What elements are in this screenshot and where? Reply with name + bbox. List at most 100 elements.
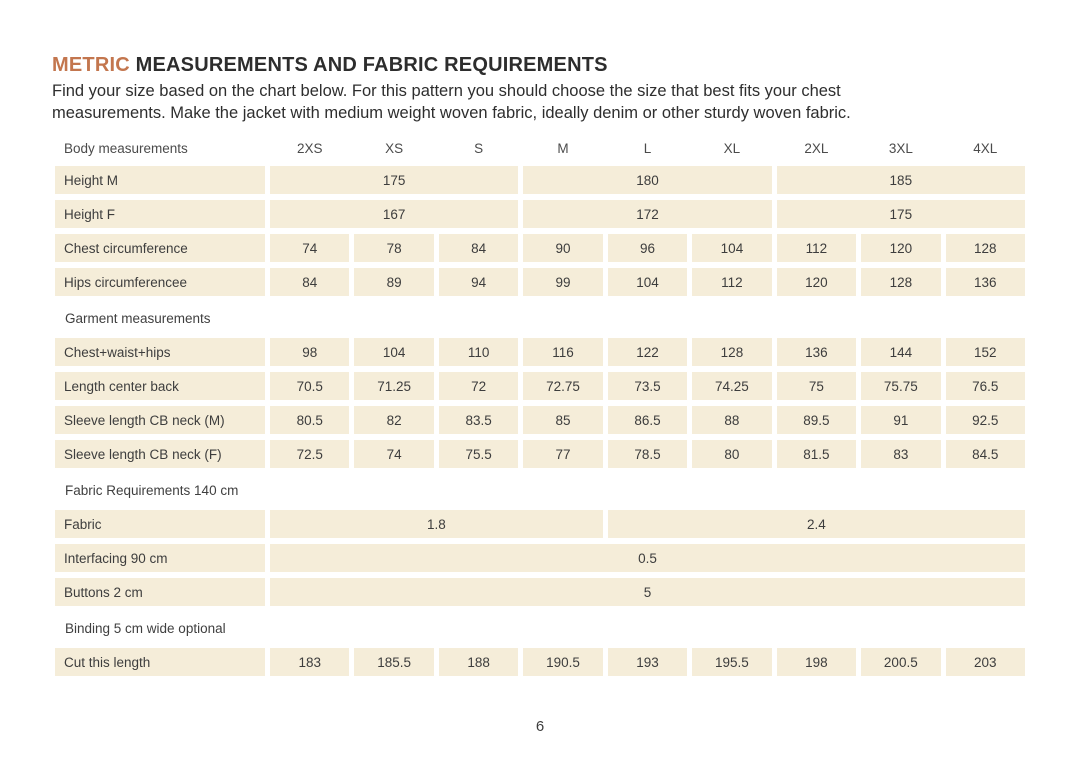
page-number: 6 (535, 718, 545, 735)
page-title: METRIC MEASUREMENTS AND FABRIC REQUIREME… (52, 54, 1080, 76)
value-cell: 188 (438, 648, 519, 676)
section-header: Fabric Requirements 140 cm (65, 482, 239, 498)
page-title-accent: METRIC (52, 54, 130, 76)
row-label: Length center back (55, 372, 265, 400)
value-cell: 84 (270, 268, 350, 296)
value-cell: 76.5 (945, 372, 1025, 400)
row-label: Sleeve length CB neck (F) (55, 440, 265, 468)
row-label: Height F (55, 200, 265, 228)
intro-line: Find your size based on the chart below.… (52, 82, 841, 100)
value-cell: 74 (354, 440, 434, 468)
size-header-row: Body measurements 2XS XS S M L XL 2XL 3XL 4XL (55, 138, 1025, 158)
table-row: Buttons 2 cm 5 (55, 578, 1025, 606)
value-cell: 70.5 (270, 372, 350, 400)
value-cell: 75.75 (861, 372, 941, 400)
value-cell: 99 (523, 268, 603, 296)
table-row: Height M 175 180 185 (55, 166, 1025, 194)
value-cell: 190.5 (523, 648, 603, 676)
value-cell: 72 (438, 372, 519, 400)
table-row: Height F 167 172 175 (55, 200, 1025, 228)
value-cell: 72.75 (523, 372, 603, 400)
row-label: Interfacing 90 cm (55, 544, 265, 572)
section-header: Binding 5 cm wide optional (65, 620, 226, 636)
size-column-header: XS (385, 140, 404, 156)
value-cell: 84 (438, 234, 519, 262)
value-cell: 83.5 (438, 406, 519, 434)
value-cell: 152 (945, 338, 1025, 366)
value-cell: 1.8 (270, 510, 603, 538)
value-cell: 89.5 (776, 406, 857, 434)
value-cell: 175 (776, 200, 1025, 228)
value-cell: 104 (692, 234, 772, 262)
value-cell: 78.5 (607, 440, 688, 468)
value-cell: 112 (776, 234, 857, 262)
table-row: Fabric 1.8 2.4 (55, 510, 1025, 538)
size-column-header: 2XS (296, 140, 323, 156)
value-cell: 82 (354, 406, 434, 434)
value-cell: 92.5 (945, 406, 1025, 434)
value-cell: 5 (270, 578, 1025, 606)
row-label: Cut this length (55, 648, 265, 676)
size-column-header: 2XL (804, 140, 829, 156)
value-cell: 72.5 (270, 440, 350, 468)
value-cell: 195.5 (692, 648, 772, 676)
table-row: Length center back 70.5 71.25 72 72.75 73.5 74… (55, 372, 1025, 400)
value-cell: 136 (776, 338, 857, 366)
size-column-header: XL (723, 140, 741, 156)
value-cell: 90 (523, 234, 603, 262)
value-cell: 0.5 (270, 544, 1025, 572)
value-cell: 128 (945, 234, 1025, 262)
value-cell: 144 (861, 338, 941, 366)
value-cell: 122 (607, 338, 688, 366)
value-cell: 91 (861, 406, 941, 434)
value-cell: 80.5 (270, 406, 350, 434)
table-row: Sleeve length CB neck (F) 72.5 74 75.5 77 78.… (55, 440, 1025, 468)
row-label: Height M (55, 166, 265, 194)
value-cell: 180 (523, 166, 772, 194)
value-cell: 73.5 (607, 372, 688, 400)
table-row: Interfacing 90 cm 0.5 (55, 544, 1025, 572)
value-cell: 116 (523, 338, 603, 366)
value-cell: 120 (776, 268, 857, 296)
value-cell: 75 (776, 372, 857, 400)
value-cell: 78 (354, 234, 434, 262)
value-cell: 88 (692, 406, 772, 434)
value-cell: 84.5 (945, 440, 1025, 468)
size-header-label: Body measurements (64, 140, 188, 156)
value-cell: 74.25 (692, 372, 772, 400)
value-cell: 172 (523, 200, 772, 228)
size-column-header: S (474, 140, 484, 156)
value-cell: 193 (607, 648, 688, 676)
table-row: Cut this length 183 185.5 188 190.5 193 195.5 1… (55, 648, 1025, 676)
size-column-header: M (557, 140, 569, 156)
value-cell: 110 (438, 338, 519, 366)
value-cell: 200.5 (861, 648, 941, 676)
table-row: Sleeve length CB neck (M) 80.5 82 83.5 85 86.… (55, 406, 1025, 434)
value-cell: 185 (776, 166, 1025, 194)
table-row: Chest+waist+hips 98 104 110 116 122 128 136 144 1… (55, 338, 1025, 366)
value-cell: 75.5 (438, 440, 519, 468)
value-cell: 167 (270, 200, 519, 228)
value-cell: 80 (692, 440, 772, 468)
value-cell: 81.5 (776, 440, 857, 468)
table-body: Height M 175 180 185 Height F 167 172 175 Chest … (55, 166, 1025, 676)
row-label: Chest circumference (55, 234, 265, 262)
value-cell: 98 (270, 338, 350, 366)
value-cell: 183 (270, 648, 350, 676)
value-cell: 74 (270, 234, 350, 262)
value-cell: 83 (861, 440, 941, 468)
table-row: Hips circumferencee 84 89 94 99 104 112 120 128 1… (55, 268, 1025, 296)
intro-paragraph: Find your size based on the chart below.… (52, 81, 1080, 124)
value-cell: 203 (945, 648, 1025, 676)
row-label: Buttons 2 cm (55, 578, 265, 606)
value-cell: 89 (354, 268, 434, 296)
value-cell: 128 (692, 338, 772, 366)
size-column-header: L (643, 140, 652, 156)
row-label: Hips circumferencee (55, 268, 265, 296)
document-page: METRIC MEASUREMENTS AND FABRIC REQUIREME… (52, 54, 1080, 735)
intro-line: measurements. Make the jacket with mediu… (52, 103, 851, 122)
row-label: Sleeve length CB neck (M) (55, 406, 265, 434)
value-cell: 185.5 (354, 648, 434, 676)
value-cell: 2.4 (607, 510, 1025, 538)
size-column-header: 3XL (888, 140, 913, 156)
